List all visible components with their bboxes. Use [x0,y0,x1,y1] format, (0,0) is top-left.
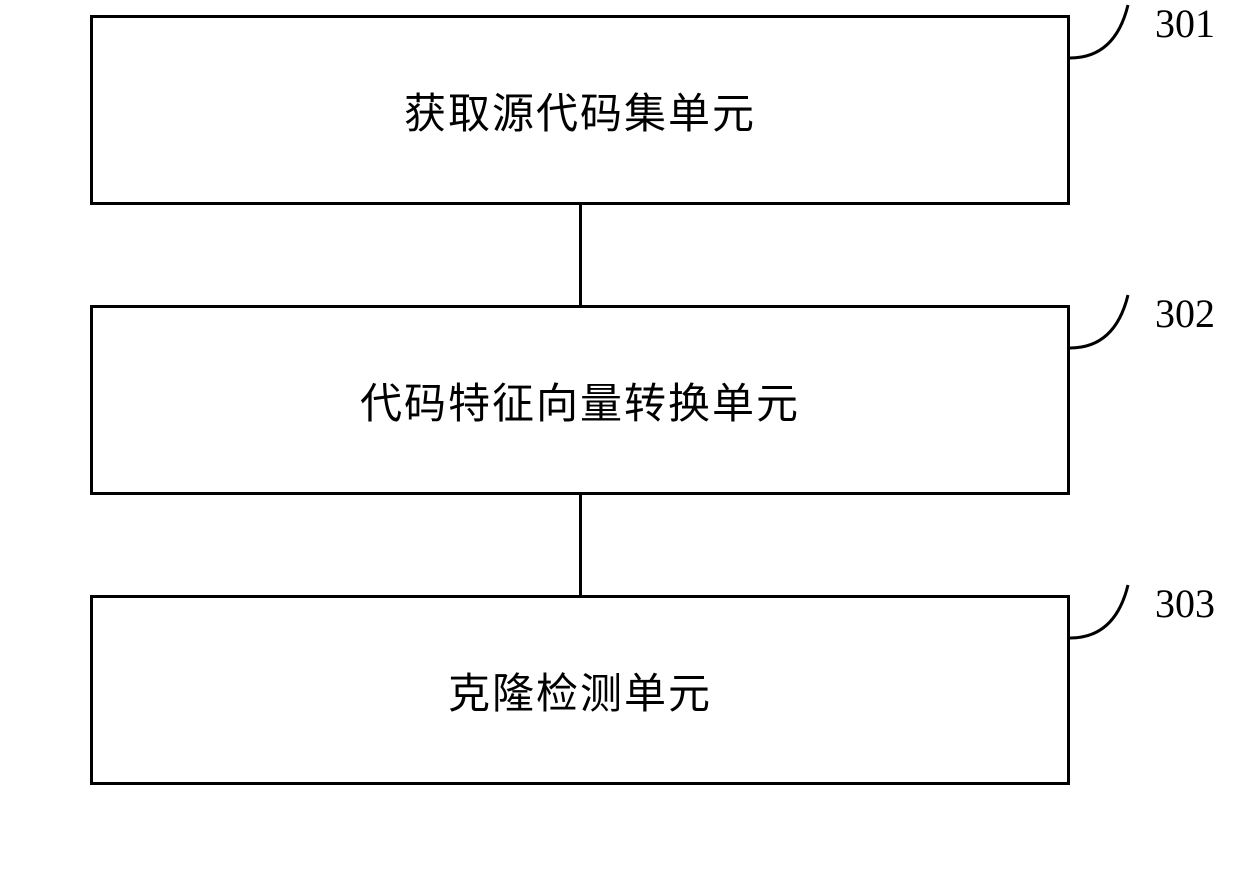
block-label: 获取源代码集单元 [404,80,756,141]
callout-curve [1070,290,1160,370]
ref-label-301: 301 [1155,0,1215,47]
ref-label-303: 303 [1155,580,1215,627]
connector-b2-b3 [579,495,582,595]
callout-curve [1070,0,1160,80]
ref-label-302: 302 [1155,290,1215,337]
block-label: 克隆检测单元 [448,660,712,721]
block-source-code-unit: 获取源代码集单元 [90,15,1070,205]
block-feature-vector-unit: 代码特征向量转换单元 [90,305,1070,495]
flowchart-canvas: 获取源代码集单元 301 代码特征向量转换单元 302 克隆检测单元 303 [0,0,1239,871]
block-clone-detection-unit: 克隆检测单元 [90,595,1070,785]
connector-b1-b2 [579,205,582,305]
callout-curve [1070,580,1160,660]
block-label: 代码特征向量转换单元 [360,370,800,431]
